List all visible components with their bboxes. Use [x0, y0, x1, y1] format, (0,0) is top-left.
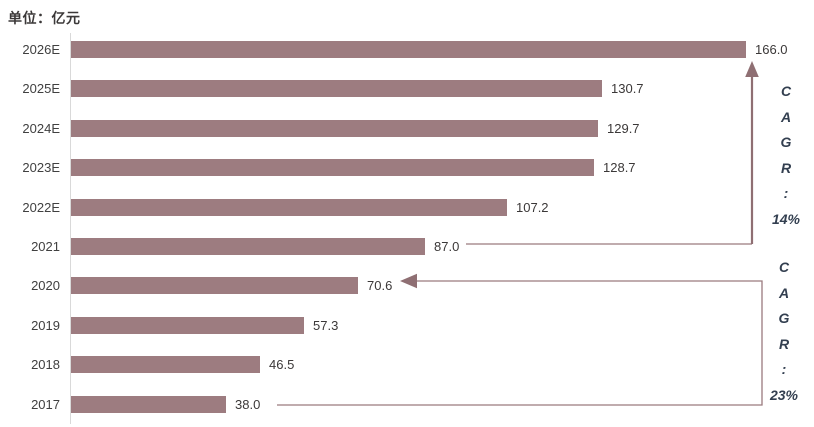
bar-row: 2022E 107.2	[0, 198, 814, 216]
value-label: 107.2	[516, 199, 549, 215]
cagr-letter: :	[783, 185, 789, 201]
bar-row: 2020 70.6	[0, 277, 814, 295]
category-label: 2024E	[22, 120, 60, 136]
value-label: 166.0	[755, 42, 788, 57]
cagr-letter: 14%	[771, 210, 801, 227]
bar	[71, 356, 260, 374]
cagr-letter: A	[778, 284, 790, 301]
value-label: 70.6	[367, 278, 393, 294]
value-label: 87.0	[434, 239, 460, 254]
category-label: 2023E	[22, 160, 60, 176]
category-label: 2017	[31, 396, 60, 412]
category-label: 2022E	[22, 199, 60, 215]
bar	[71, 395, 226, 413]
unit-label: 单位：亿元	[8, 10, 81, 26]
bar	[71, 159, 594, 177]
value-label: 46.5	[269, 357, 295, 373]
bar	[71, 80, 602, 98]
value-label: 38.0	[235, 396, 261, 412]
cagr-letter: G	[778, 310, 790, 326]
cagr-annotation-23pct: C A G R: 23%	[762, 255, 806, 408]
bar	[71, 41, 746, 58]
bar	[71, 316, 304, 334]
bar	[71, 238, 425, 255]
arrowhead-up-icon	[745, 61, 759, 77]
y-axis-line	[70, 33, 71, 424]
value-label: 130.7	[611, 81, 644, 97]
cagr-letter: :	[781, 361, 787, 377]
bar	[71, 119, 598, 137]
cagr-letter: G	[780, 134, 792, 150]
cagr-letter: C	[778, 259, 790, 275]
value-label: 129.7	[607, 120, 640, 136]
value-label: 57.3	[313, 317, 339, 333]
bar-row: 2018 46.5	[0, 356, 814, 374]
bar	[71, 277, 358, 295]
category-label: 2021	[31, 239, 60, 254]
category-label: 2026E	[22, 42, 60, 57]
cagr-annotation-14pct: C A G R: 14%	[764, 79, 808, 232]
category-label: 2018	[31, 357, 60, 373]
bar-row: 2025E 130.7	[0, 80, 814, 98]
cagr-letter: 23%	[769, 386, 799, 403]
cagr-letter: R	[778, 335, 790, 352]
bar-row: 2019 57.3	[0, 316, 814, 334]
value-label: 128.7	[603, 160, 636, 176]
category-label: 2019	[31, 317, 60, 333]
bar-row: 2023E 128.7	[0, 159, 814, 177]
bar-row: 2024E 129.7	[0, 119, 814, 137]
bar-row: 2017 38.0	[0, 395, 814, 413]
cagr-letter: R	[780, 159, 792, 176]
cagr-letter: C	[780, 83, 792, 99]
bar-row: 2026E 166.0	[0, 41, 814, 58]
bar-row: 2021 87.0	[0, 238, 814, 255]
bar	[71, 198, 507, 216]
category-label: 2020	[31, 278, 60, 294]
category-label: 2025E	[22, 81, 60, 97]
cagr-letter: A	[780, 108, 792, 125]
